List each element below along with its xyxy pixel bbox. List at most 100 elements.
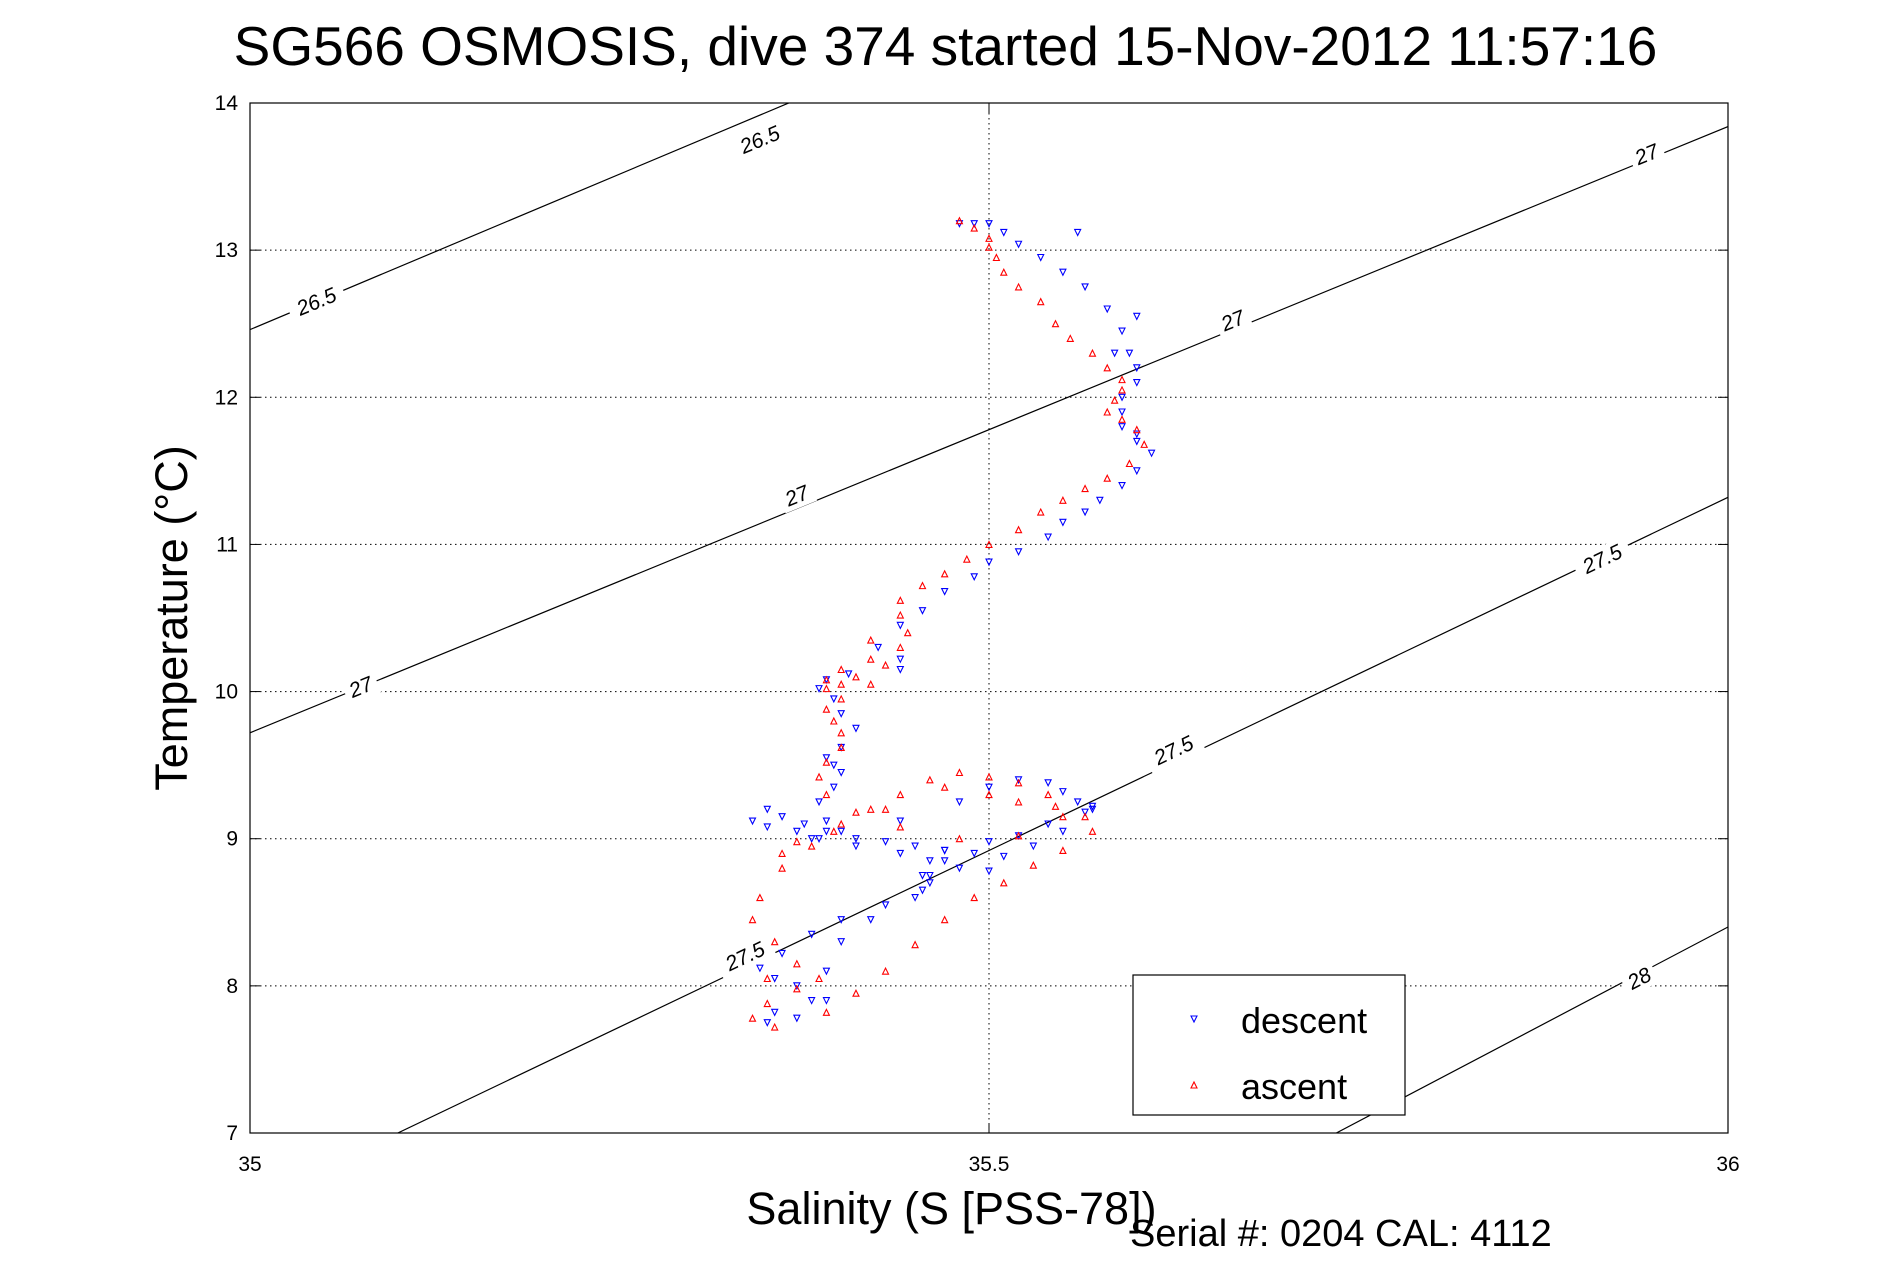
descent-point (918, 607, 927, 615)
contour-line (250, 125, 1728, 734)
descent-point (896, 849, 905, 858)
descent-point (852, 724, 860, 733)
descent-point (1036, 253, 1045, 262)
ascent-point (748, 915, 757, 924)
ascent-point (852, 807, 860, 816)
descent-point (756, 964, 764, 973)
y-tick-label: 7 (226, 1122, 238, 1145)
descent-point (1118, 327, 1126, 336)
ascent-point (866, 654, 875, 663)
legend-label-descent: descent (1241, 1000, 1367, 1041)
descent-point (1110, 349, 1119, 358)
descent-point (1132, 437, 1141, 446)
ascent-point (822, 684, 831, 693)
ascent-point (822, 675, 831, 684)
ascent-point (970, 893, 979, 902)
ascent-point (1036, 297, 1045, 306)
descent-point (1059, 788, 1067, 796)
descent-point (985, 220, 993, 228)
ascent-point (1081, 484, 1089, 493)
ascent-point (911, 940, 919, 949)
ascent-point (881, 805, 890, 813)
ascent-point (992, 253, 1001, 262)
ascent-point (970, 223, 979, 232)
ascent-point (1081, 812, 1089, 821)
ascent-point (763, 974, 772, 983)
contour-label-background (285, 279, 348, 324)
descent-point (1095, 496, 1104, 505)
descent-point (1088, 802, 1097, 811)
ascent-point (1118, 415, 1126, 423)
ascent-point (837, 728, 846, 737)
ascent-point (829, 827, 838, 835)
ascent-point (1088, 827, 1097, 835)
descent-point (829, 761, 838, 770)
descent-point (896, 621, 905, 630)
ascent-point (837, 743, 846, 752)
descent-point (792, 827, 801, 836)
descent-point (763, 1019, 772, 1027)
y-axis-label: Temperature (°C) (146, 445, 197, 791)
descent-point (815, 798, 823, 807)
descent-point (837, 938, 846, 946)
descent-point (829, 695, 838, 704)
y-tick-label: 11 (216, 533, 238, 556)
descent-point (770, 1008, 779, 1017)
descent-point (999, 228, 1008, 237)
ascent-point (837, 694, 846, 703)
descent-point (1132, 312, 1141, 321)
descent-point (1014, 240, 1023, 249)
descent-point (955, 864, 964, 873)
descent-point (807, 997, 816, 1005)
descent-point (1081, 808, 1089, 817)
ascent-point (1051, 319, 1060, 328)
descent-point (844, 670, 853, 679)
legend-marker-ascent (1190, 1080, 1198, 1089)
descent-point (1118, 482, 1126, 490)
descent-point (1132, 379, 1141, 387)
descent-point (852, 842, 860, 851)
contour-label-background (776, 478, 818, 514)
descent-point (970, 220, 979, 228)
descent-point (763, 823, 772, 832)
descent-point (918, 886, 927, 895)
descent-point (829, 783, 838, 792)
ascent-point (822, 704, 831, 713)
contour-label-background (1626, 136, 1667, 173)
descent-point (1132, 364, 1141, 373)
descent-point (1044, 533, 1053, 542)
descent-point (748, 817, 757, 826)
ascent-point (940, 569, 949, 578)
descent-point (1081, 283, 1089, 292)
ascent-point (985, 540, 993, 548)
descent-point (1088, 805, 1097, 814)
ascent-point (999, 878, 1008, 887)
descent-point (925, 871, 934, 880)
ascent-point (940, 782, 949, 791)
y-tick-label: 10 (215, 681, 238, 704)
ascent-point (1103, 363, 1112, 372)
descent-point (940, 846, 949, 855)
contour-label-background (1142, 727, 1206, 774)
x-tick-label: 35 (238, 1153, 261, 1176)
ascent-point (837, 819, 846, 828)
ascent-point (1059, 846, 1067, 855)
descent-point (1059, 827, 1067, 836)
ascent-point (940, 915, 949, 924)
descent-point (800, 820, 809, 829)
contour-label-background (713, 933, 777, 980)
ascent-point (763, 999, 772, 1008)
ascent-point (1103, 473, 1112, 482)
y-tick-label: 14 (215, 92, 239, 115)
descent-point (1118, 408, 1126, 417)
descent-point (896, 655, 905, 664)
descent-point (1073, 228, 1082, 237)
ascent-point (985, 790, 993, 799)
ascent-point (1014, 525, 1023, 534)
descent-point (881, 901, 890, 910)
ascent-point (985, 772, 993, 781)
descent-point (985, 867, 993, 876)
descent-point (1059, 518, 1067, 527)
y-tick-label: 9 (226, 828, 238, 851)
descent-point (807, 930, 816, 939)
